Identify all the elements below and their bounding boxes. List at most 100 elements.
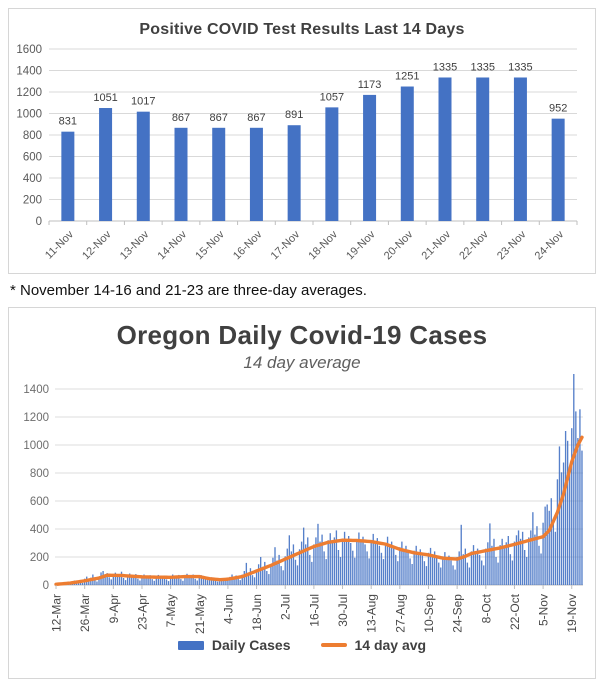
value-label: 891 <box>285 109 303 121</box>
daily-bar <box>512 561 513 586</box>
bar <box>476 77 489 221</box>
x-tick-label: 12-Mar <box>50 594 64 632</box>
daily-bar <box>481 561 482 586</box>
legend-daily-cases: Daily Cases <box>178 637 291 653</box>
x-tick-label: 19-Nov <box>344 228 378 262</box>
y-tick-label: 0 <box>43 580 49 592</box>
value-label: 1335 <box>470 61 494 73</box>
daily-bar <box>409 558 410 585</box>
daily-bar <box>528 537 529 585</box>
bottom-chart-title: Oregon Daily Covid-19 Cases <box>9 320 595 351</box>
daily-bar <box>323 551 324 585</box>
x-tick-label: 10-Sep <box>422 594 436 633</box>
daily-bar <box>303 528 304 585</box>
x-tick-label: 21-Nov <box>420 228 454 262</box>
daily-bar <box>215 581 216 585</box>
daily-bar <box>340 557 341 585</box>
daily-bar <box>440 568 441 586</box>
daily-bar <box>168 581 169 585</box>
daily-bar <box>197 581 198 585</box>
daily-bar <box>553 521 554 585</box>
daily-cases-swatch-icon <box>178 641 204 650</box>
daily-bar <box>240 580 241 585</box>
daily-bar <box>237 579 238 585</box>
daily-bar <box>393 549 394 585</box>
y-tick-label: 1200 <box>23 412 49 424</box>
daily-bar <box>379 546 380 585</box>
y-tick-label: 200 <box>23 195 42 207</box>
daily-bar <box>536 526 537 585</box>
x-tick-label: 18-Nov <box>306 228 340 262</box>
daily-bar <box>199 577 200 585</box>
daily-bar <box>573 374 574 585</box>
x-tick-label: 16-Jul <box>307 594 321 627</box>
daily-bar <box>411 564 412 585</box>
y-tick-label: 200 <box>30 552 49 564</box>
avg-line <box>56 437 582 584</box>
y-tick-label: 1400 <box>16 66 42 78</box>
daily-bar <box>397 561 398 585</box>
y-tick-label: 800 <box>30 468 49 480</box>
daily-bar <box>524 550 525 585</box>
x-tick-label: 30-Jul <box>336 594 350 627</box>
daily-bar <box>581 451 582 585</box>
daily-bar <box>497 563 498 585</box>
daily-bar <box>540 554 541 586</box>
x-tick-label: 20-Nov <box>382 228 416 262</box>
daily-bar <box>325 559 326 585</box>
daily-bar <box>309 555 310 585</box>
daily-bar <box>547 505 548 586</box>
daily-bar <box>534 535 535 585</box>
daily-bar <box>137 579 138 585</box>
daily-bar <box>293 544 294 585</box>
bar <box>552 119 565 221</box>
x-tick-label: 2-Jul <box>279 594 293 620</box>
daily-bar <box>432 555 433 585</box>
bottom-chart-subtitle: 14 day average <box>9 353 595 373</box>
daily-bar <box>166 579 167 585</box>
daily-bar <box>205 579 206 585</box>
daily-bar <box>403 549 404 585</box>
daily-bar <box>295 560 296 585</box>
x-tick-label: 23-Nov <box>495 228 529 262</box>
daily-bar <box>125 580 126 585</box>
daily-bar <box>424 561 425 585</box>
daily-bar <box>377 538 378 585</box>
daily-bar <box>565 431 566 585</box>
x-tick-label: 9-Apr <box>107 594 121 623</box>
bar <box>250 128 263 221</box>
daily-bar <box>526 557 527 585</box>
daily-bar <box>96 582 97 586</box>
daily-bar <box>495 557 496 585</box>
x-tick-label: 7-May <box>164 594 178 627</box>
daily-bar <box>311 562 312 585</box>
daily-bar <box>518 530 519 585</box>
daily-bar <box>280 566 281 585</box>
daily-bar <box>491 546 492 585</box>
top-bar-chart-canvas: 0200400600800100012001400160083111-Nov10… <box>9 39 593 273</box>
daily-bar <box>317 524 318 585</box>
value-label: 1173 <box>358 79 382 91</box>
daily-bar <box>287 549 288 585</box>
daily-bar <box>328 540 329 585</box>
x-tick-label: 22-Nov <box>457 228 491 262</box>
y-tick-label: 1600 <box>16 44 42 56</box>
daily-bar <box>321 535 322 585</box>
daily-bar <box>348 536 349 585</box>
x-tick-label: 18-Jun <box>250 594 264 631</box>
daily-bar <box>567 441 568 585</box>
daily-bar <box>399 547 400 585</box>
daily-bar <box>436 558 437 585</box>
x-tick-label: 17-Nov <box>269 228 303 262</box>
daily-bar <box>195 579 196 585</box>
value-label: 831 <box>59 116 77 128</box>
daily-bar <box>264 562 265 585</box>
daily-bar <box>219 581 220 585</box>
daily-bar <box>258 564 259 585</box>
daily-bar <box>510 554 511 585</box>
daily-bar <box>389 545 390 585</box>
daily-bar <box>559 446 560 585</box>
y-tick-label: 800 <box>23 130 42 142</box>
x-tick-label: 19-Nov <box>565 594 579 633</box>
